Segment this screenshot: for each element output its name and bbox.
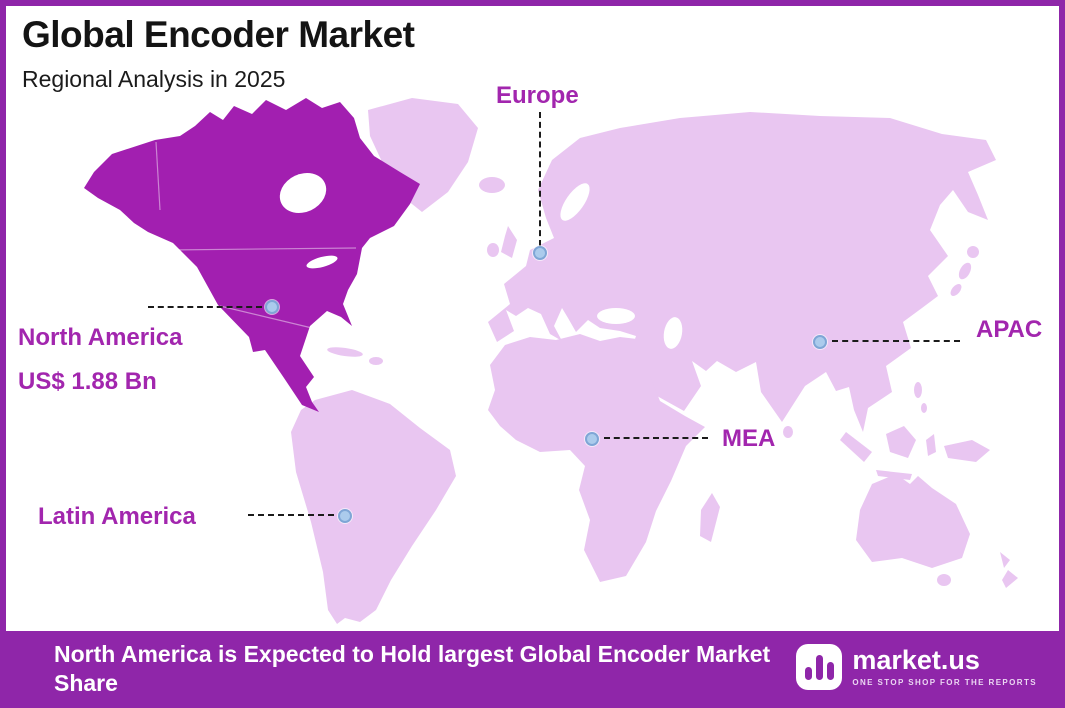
label-apac: APAC — [976, 316, 1043, 343]
landmass-ireland — [487, 243, 499, 257]
callout-line-mea — [604, 437, 708, 439]
logo-name: market.us — [852, 645, 980, 676]
great-lakes — [306, 255, 338, 269]
marker-apac — [813, 335, 827, 349]
landmass-philippines-2 — [921, 403, 927, 413]
us-canada-border — [167, 247, 357, 251]
landmass-tasmania — [937, 574, 951, 586]
callout-line-latin-america — [248, 514, 334, 516]
landmass-africa — [488, 334, 705, 582]
black-sea — [597, 308, 635, 324]
alaska-border — [155, 141, 161, 211]
landmass-sri-lanka — [783, 426, 793, 438]
hudson-bay — [279, 173, 327, 213]
landmass-uk — [501, 226, 517, 258]
logo-bar — [826, 661, 834, 680]
landmass-new-guinea — [944, 440, 990, 462]
landmass-philippines — [914, 382, 922, 398]
bottom-banner: North America is Expected to Hold larges… — [6, 631, 1059, 702]
value-north-america: US$ 1.88 Bn — [18, 368, 157, 395]
landmass-iceland — [479, 177, 505, 193]
landmass-falklands — [363, 599, 373, 605]
landmass-sulawesi — [926, 434, 936, 456]
landmass-eurasia — [488, 112, 996, 432]
landmass-borneo — [886, 426, 916, 458]
marketus-logo: market.us ONE STOP SHOP FOR THE REPORTS — [796, 643, 1037, 690]
marker-europe — [533, 246, 547, 260]
callout-line-apac — [832, 340, 960, 342]
callout-line-europe — [539, 112, 541, 246]
caspian-sea — [663, 317, 683, 349]
banner-headline: North America is Expected to Hold larges… — [54, 641, 771, 697]
landmass-south-america — [291, 390, 456, 624]
landmass-japan-3 — [950, 284, 962, 296]
logo-bar — [804, 666, 812, 680]
marker-mea — [585, 432, 599, 446]
landmass-japan-2 — [958, 262, 972, 280]
callout-line-north-america — [148, 306, 262, 308]
page-title: Global Encoder Market — [22, 14, 415, 55]
landmass-sumatra — [840, 432, 872, 462]
label-mea: MEA — [722, 425, 776, 452]
label-europe: Europe — [496, 82, 579, 109]
page-subtitle: Regional Analysis in 2025 — [22, 66, 286, 92]
landmass-new-zealand — [1000, 552, 1018, 588]
label-latin-america: Latin America — [38, 503, 196, 530]
logo-bar — [815, 654, 823, 680]
world-map — [84, 98, 1018, 624]
landmass-japan — [967, 246, 979, 258]
landmass-australia — [856, 474, 970, 568]
logo-tagline: ONE STOP SHOP FOR THE REPORTS — [852, 677, 1037, 687]
landmass-hispaniola — [369, 357, 383, 365]
label-north-america: North America — [18, 324, 183, 351]
landmass-cuba — [327, 347, 363, 357]
landmass-north-america-highlighted — [84, 98, 420, 412]
marker-north-america — [265, 300, 279, 314]
logo-text-block: market.us ONE STOP SHOP FOR THE REPORTS — [852, 645, 1037, 687]
marketus-logo-icon — [796, 643, 843, 690]
us-mexico-border — [219, 305, 313, 329]
landmass-madagascar — [700, 493, 720, 542]
baltic-sea — [560, 183, 590, 221]
marker-latin-america — [338, 509, 352, 523]
